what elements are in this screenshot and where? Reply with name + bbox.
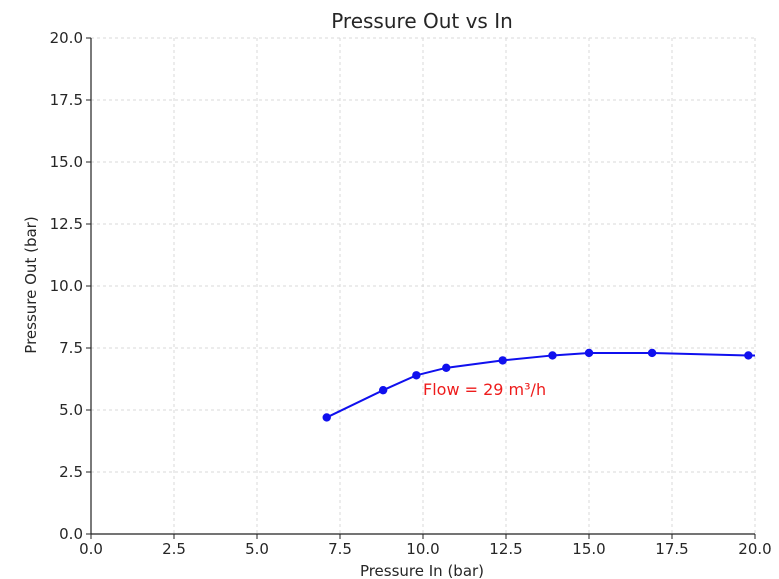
data-point xyxy=(378,385,388,395)
y-tick-label: 2.5 xyxy=(59,463,83,481)
data-point xyxy=(548,351,557,360)
y-tick-label: 5.0 xyxy=(59,401,83,419)
data-point xyxy=(322,413,331,422)
data-point xyxy=(442,363,451,373)
series-line xyxy=(326,351,755,419)
y-tick-label: 17.5 xyxy=(50,91,83,109)
y-tick-label: 12.5 xyxy=(50,215,83,233)
chart-title: Pressure Out vs In xyxy=(331,9,513,33)
data-point xyxy=(647,348,657,358)
y-tick-label: 0.0 xyxy=(59,525,83,543)
flow-annotation: Flow = 29 m³/h xyxy=(423,380,546,399)
series xyxy=(322,348,755,422)
x-tick-label: 2.5 xyxy=(162,540,186,558)
data-point xyxy=(498,356,507,365)
y-axis-ticks: 0.0 2.5 5.0 7.5 10.0 12.5 15.0 17.5 20.0 xyxy=(50,29,91,543)
x-tick-label: 10.0 xyxy=(406,540,439,558)
x-tick-label: 20.0 xyxy=(738,540,771,558)
x-tick-label: 12.5 xyxy=(489,540,522,558)
y-tick-label: 20.0 xyxy=(50,29,83,47)
annotations: Flow = 29 m³/h xyxy=(423,380,546,399)
x-tick-label: 15.0 xyxy=(572,540,605,558)
x-axis-label: Pressure In (bar) xyxy=(360,562,484,579)
x-tick-label: 17.5 xyxy=(655,540,688,558)
y-axis-label: Pressure Out (bar) xyxy=(22,216,40,353)
x-axis-ticks: 0.0 2.5 5.0 7.5 10.0 12.5 15.0 17.5 20.0 xyxy=(79,534,772,558)
x-tick-label: 5.0 xyxy=(245,540,269,558)
data-point xyxy=(412,371,421,380)
data-point xyxy=(584,348,594,358)
data-point xyxy=(744,351,753,360)
y-tick-label: 7.5 xyxy=(59,339,83,357)
y-tick-label: 15.0 xyxy=(50,153,83,171)
x-tick-label: 0.0 xyxy=(79,540,103,558)
grid xyxy=(90,37,756,535)
x-tick-label: 7.5 xyxy=(328,540,352,558)
y-tick-label: 10.0 xyxy=(50,277,83,295)
